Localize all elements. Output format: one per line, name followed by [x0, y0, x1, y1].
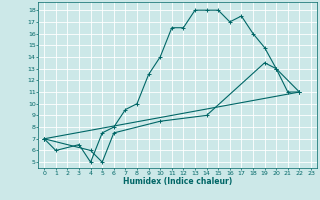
X-axis label: Humidex (Indice chaleur): Humidex (Indice chaleur) — [123, 177, 232, 186]
